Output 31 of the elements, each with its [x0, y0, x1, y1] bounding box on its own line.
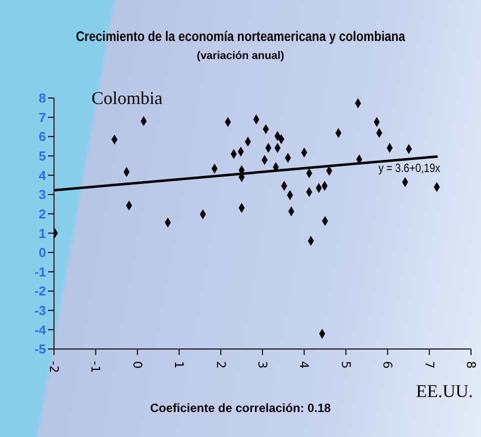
annotation: y = 3.6+0,19x — [378, 161, 440, 176]
y-tick-label: -4 — [34, 322, 47, 338]
x-tick-label: 5 — [338, 361, 353, 369]
x-tick-label: 1 — [172, 361, 186, 369]
y-tick-label: 3 — [38, 187, 46, 202]
x-tick-label: 2 — [214, 361, 228, 369]
y-tick-label: -1 — [34, 264, 46, 280]
y-tick-label: 2 — [38, 206, 46, 222]
y-tick-label: -2 — [34, 284, 46, 299]
x-tick-label: 0 — [130, 361, 144, 369]
x-tick-label: 8 — [464, 361, 478, 369]
text: Coeficiente de correlación: 0.18 — [149, 401, 332, 415]
x-tick-label: 6 — [380, 361, 395, 369]
x-tick-label: 4 — [297, 361, 312, 369]
x-tick-label: 7 — [422, 361, 436, 369]
x-tick-label: -2 — [47, 361, 61, 373]
y-tick-label: 7 — [38, 110, 46, 125]
chart-subtitle: (variación anual) — [196, 50, 286, 62]
y-tick-label: 8 — [38, 90, 46, 106]
y-tick-label: 1 — [38, 226, 46, 241]
y-tick-label: 0 — [38, 245, 46, 260]
y-tick-label: 4 — [38, 168, 47, 183]
y-tick-label: 5 — [38, 148, 46, 164]
y-tick-label: 6 — [38, 129, 46, 144]
x-tick-label: -1 — [88, 361, 103, 373]
chart-title: Crecimiento de la economía norteamericana y colombiana — [74, 28, 406, 44]
y-tick-label: -3 — [34, 303, 46, 318]
y-axis-title: Colombia — [92, 88, 163, 109]
x-tick-label: 3 — [256, 361, 270, 369]
y-tick-label: -5 — [34, 342, 46, 357]
x-axis-title: EE.UU. — [416, 381, 473, 402]
